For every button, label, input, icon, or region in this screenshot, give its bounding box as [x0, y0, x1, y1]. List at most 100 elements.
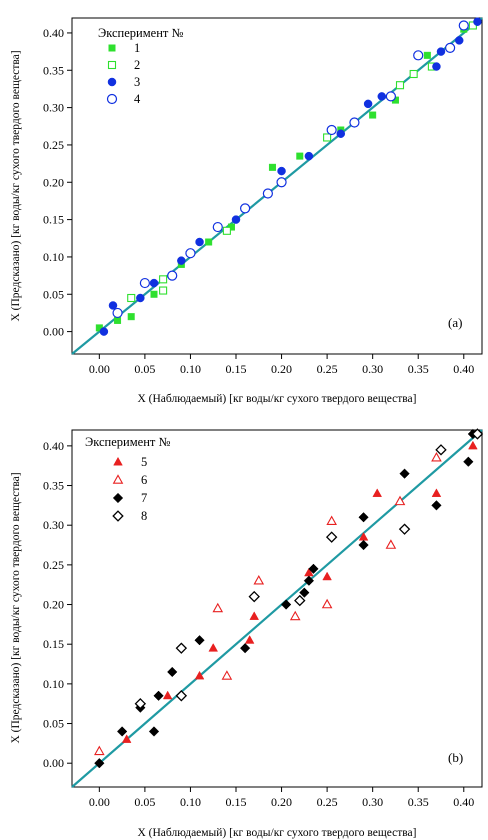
data-points-a — [95, 17, 482, 336]
data-point — [139, 277, 150, 289]
y-tick-label: 0.25 — [43, 138, 64, 152]
y-tick-label: 0.10 — [43, 250, 64, 264]
data-point — [116, 726, 128, 737]
data-point — [372, 488, 383, 497]
x-ticks-b: 0.00 0.05 0.10 0.15 0.20 0.25 0.30 0.35 0.40 — [89, 787, 474, 809]
data-point — [413, 50, 424, 61]
series-8 — [134, 428, 484, 710]
data-point — [395, 81, 405, 90]
data-point — [127, 293, 136, 303]
y-ticks-b: 0.00 0.05 0.10 0.15 0.20 0.25 0.30 0.35 0.40 — [43, 439, 72, 770]
x-tick-label: 0.00 — [89, 362, 110, 376]
data-point — [303, 575, 315, 586]
data-point — [244, 635, 255, 644]
x-tick-label: 0.30 — [362, 362, 383, 376]
legend-marker-4 — [106, 93, 118, 105]
y-tick-label: 0.20 — [43, 175, 64, 189]
data-point — [148, 726, 160, 737]
data-point — [369, 111, 377, 119]
data-point — [473, 17, 482, 26]
fit-line-b — [71, 429, 483, 788]
series-6 — [94, 452, 442, 756]
y-tick-label: 0.15 — [43, 213, 64, 227]
data-point — [94, 758, 105, 769]
legend-b: Эксперимент № 5 6 7 8 — [85, 435, 170, 523]
data-point — [326, 124, 337, 136]
y-tick-label: 0.05 — [43, 717, 64, 731]
y-tick-label: 0.30 — [43, 101, 64, 115]
series-5 — [121, 440, 478, 743]
data-point — [195, 237, 204, 247]
data-point — [322, 571, 332, 581]
legend-label-6: 6 — [141, 473, 147, 487]
legend-label-2: 2 — [134, 58, 140, 72]
legend-title-b: Эксперимент № — [85, 435, 170, 449]
data-point — [159, 286, 168, 295]
data-point — [108, 301, 118, 310]
y-tick-label: 0.25 — [43, 558, 64, 572]
y-tick-label: 0.40 — [43, 26, 64, 40]
data-point — [159, 275, 168, 284]
plot-frame-a — [71, 17, 483, 355]
legend-marker-8 — [112, 510, 124, 522]
data-point — [194, 635, 205, 646]
legend-label-3: 3 — [134, 75, 140, 89]
x-tick-label: 0.20 — [271, 362, 292, 376]
data-point — [468, 440, 478, 450]
data-point — [167, 270, 178, 281]
data-point — [280, 599, 292, 610]
data-point — [471, 428, 484, 440]
data-point — [399, 468, 410, 479]
legend-label-8: 8 — [141, 509, 147, 523]
x-tick-label: 0.10 — [180, 795, 201, 809]
data-point — [212, 602, 224, 613]
legend-label-4: 4 — [134, 92, 141, 106]
legend-title-a: Эксперимент № — [98, 26, 183, 40]
series-3 — [99, 17, 482, 336]
data-point — [94, 745, 105, 756]
data-point — [205, 238, 213, 246]
data-point — [268, 163, 276, 171]
data-point — [454, 36, 464, 45]
series-7 — [94, 428, 479, 769]
data-point — [249, 611, 260, 620]
x-tick-label: 0.35 — [408, 795, 429, 809]
legend-marker-7 — [112, 492, 124, 504]
data-point — [423, 51, 431, 59]
data-point — [385, 91, 396, 102]
panel-label-b: (b) — [448, 750, 463, 765]
data-point — [323, 133, 332, 142]
data-point — [121, 734, 132, 743]
plot-frame-b — [71, 429, 483, 788]
data-point — [304, 151, 314, 161]
data-point — [212, 221, 223, 233]
x-tick-label: 0.15 — [226, 795, 247, 809]
data-point — [175, 642, 188, 654]
legend-a: Эксперимент № 1 2 3 4 — [98, 26, 183, 106]
data-point — [150, 290, 158, 298]
data-point — [394, 495, 406, 506]
data-point — [326, 515, 337, 526]
x-tick-label: 0.15 — [226, 362, 247, 376]
data-point — [99, 327, 109, 336]
x-tick-label: 0.20 — [271, 795, 292, 809]
data-point — [445, 42, 456, 53]
legend-marker-1 — [108, 44, 116, 52]
data-point — [262, 188, 273, 199]
x-axis-label-b: X (Наблюдаемый) [кг воды/кг сухого тверд… — [137, 827, 416, 839]
data-point — [177, 256, 186, 265]
data-point — [436, 47, 446, 56]
data-point — [358, 539, 369, 551]
x-axis-label-a: X (Наблюдаемый) [кг воды/кг сухого тверд… — [137, 393, 416, 405]
y-tick-label: 0.40 — [43, 439, 64, 453]
y-axis-label-b: X (Предсказано) [кг воды/кг сухого тверд… — [10, 472, 22, 743]
series-2 — [127, 21, 477, 303]
x-tick-label: 0.40 — [453, 362, 474, 376]
legend-label-1: 1 — [134, 41, 140, 55]
data-point — [221, 670, 233, 680]
data-point — [363, 99, 373, 109]
data-point — [321, 598, 333, 609]
data-point — [431, 488, 442, 497]
x-tick-label: 0.25 — [317, 362, 338, 376]
data-point — [175, 690, 188, 702]
